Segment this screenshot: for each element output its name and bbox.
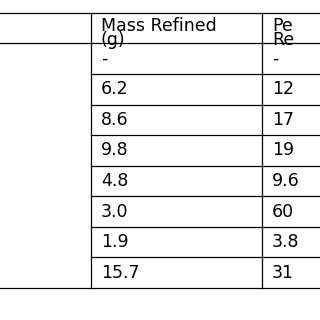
Text: 3.0: 3.0 <box>101 203 128 220</box>
Text: 1.9: 1.9 <box>101 233 128 251</box>
Text: Re: Re <box>272 30 294 49</box>
Text: Mass Refined: Mass Refined <box>101 17 217 36</box>
Text: 15.7: 15.7 <box>101 264 139 282</box>
Text: (g): (g) <box>101 30 125 49</box>
Text: -: - <box>101 50 107 68</box>
Text: 3.8: 3.8 <box>272 233 300 251</box>
Text: 17: 17 <box>272 111 294 129</box>
Text: 12: 12 <box>272 80 294 98</box>
Text: Pe: Pe <box>272 17 293 36</box>
Text: 60: 60 <box>272 203 294 220</box>
Text: 31: 31 <box>272 264 294 282</box>
Text: 9.6: 9.6 <box>272 172 300 190</box>
Text: 4.8: 4.8 <box>101 172 128 190</box>
Text: -: - <box>272 50 278 68</box>
Text: 8.6: 8.6 <box>101 111 128 129</box>
Text: 6.2: 6.2 <box>101 80 128 98</box>
Text: 9.8: 9.8 <box>101 141 128 159</box>
Text: 19: 19 <box>272 141 294 159</box>
